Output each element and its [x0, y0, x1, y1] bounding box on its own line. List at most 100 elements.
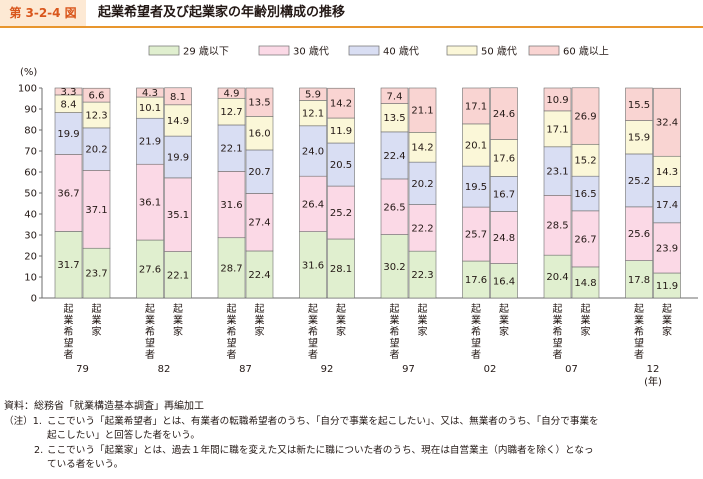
bar-category-label: 家 [581, 325, 591, 338]
legend-label: 50 歳代 [481, 46, 517, 58]
data-label: 4.3 [142, 88, 158, 99]
bar-category-label: 希 [227, 325, 237, 338]
bar-segment [54, 87, 83, 96]
bar-category-label: 望 [634, 337, 644, 350]
bar-category-label: 希 [308, 325, 318, 338]
bar-segment [571, 210, 600, 268]
note-2-line-2: ている者をいう。 [47, 459, 124, 470]
data-label: 23.1 [546, 167, 568, 178]
data-label: 15.9 [628, 133, 650, 144]
figure-title: 起業希望者及び起業家の年齢別構成の推移 [98, 5, 346, 20]
data-label: 28.5 [546, 221, 568, 232]
data-label: 19.9 [57, 129, 79, 140]
bar-segment [625, 87, 653, 121]
bar-category-label: 者 [634, 349, 644, 361]
data-label: 19.9 [167, 152, 189, 163]
bar-segment [136, 239, 164, 299]
data-label: 26.5 [383, 202, 405, 213]
data-label: 14.2 [411, 143, 433, 154]
bar-segment [82, 87, 111, 103]
x-year-label: 12 [647, 364, 660, 375]
data-label: 16.7 [493, 189, 515, 200]
y-tick-label: 60 [24, 168, 37, 179]
data-label: 17.4 [656, 200, 678, 211]
footnotes: 資料：総務省「就業構造基本調査」再編加工 （注）1. ここでいう「起業希望者」と… [4, 400, 700, 473]
bar-segment [136, 87, 164, 98]
bar-category-label: 者 [308, 349, 318, 361]
data-label: 14.9 [167, 116, 189, 127]
data-label: 10.1 [139, 103, 161, 114]
data-label: 36.1 [139, 198, 161, 209]
bar-category-label: 者 [553, 349, 563, 361]
bar-segment [625, 206, 653, 261]
y-tick-label: 10 [24, 273, 37, 284]
data-label: 11.9 [330, 126, 352, 137]
bar-segment [327, 117, 355, 144]
bar-segment [82, 247, 111, 299]
bar-segment [380, 178, 409, 235]
source-note: 資料：総務省「就業構造基本調査」再編加工 [4, 401, 204, 412]
data-label: 25.7 [465, 230, 487, 241]
bar-segment [571, 87, 600, 145]
data-label: 10.9 [546, 95, 568, 106]
legend-label: 30 歳代 [293, 46, 329, 58]
data-label: 20.1 [465, 141, 487, 152]
bar-segment [625, 260, 653, 299]
legend-swatch [528, 45, 560, 56]
bar-segment [217, 97, 246, 126]
data-label: 23.7 [85, 269, 107, 280]
bar-segment [164, 104, 192, 137]
bar-category-label: 者 [145, 349, 155, 361]
bar-segment [245, 193, 274, 252]
bar-category-label: 業 [553, 314, 563, 327]
data-label: 36.7 [57, 188, 79, 199]
note-2-line-1: ここでいう「起業家」とは、過去１年間に職を変えた又は新たに職についた者のうち、現… [47, 444, 594, 456]
legend-label: 29 歳以下 [183, 46, 229, 58]
data-label: 24.6 [493, 109, 515, 120]
data-label: 28.1 [330, 264, 352, 275]
bar-segment [82, 127, 111, 171]
y-tick-label: 80 [24, 126, 37, 137]
y-tick-label: 90 [24, 105, 37, 116]
note-1-line-2: 起こしたい」と回答した者をいう。 [47, 430, 200, 441]
note-1-prefix: （注）1. [4, 415, 42, 427]
bar-category-label: 業 [418, 314, 428, 327]
bar-segment [490, 263, 518, 299]
bar-segment [245, 87, 274, 117]
bar-category-label: 者 [471, 349, 481, 361]
bar-segment [380, 103, 409, 133]
bar-segment [327, 238, 355, 299]
bar-segment [299, 100, 327, 127]
data-label: 8.4 [61, 99, 77, 110]
bar-category-label: 望 [64, 337, 74, 350]
bar-segment [653, 87, 681, 157]
y-tick-label: 50 [24, 189, 37, 200]
bar-category-label: 起 [173, 303, 183, 315]
data-label: 26.4 [302, 199, 324, 210]
legend-swatch [148, 45, 180, 56]
figure-header: 第 3-2-4 図 起業希望者及び起業家の年齢別構成の推移 [0, 0, 703, 28]
data-label: 14.2 [330, 99, 352, 110]
bar-category-label: 起 [390, 303, 400, 315]
bar-segment [462, 87, 490, 125]
header-rule [0, 26, 703, 28]
x-year-label: 82 [158, 364, 171, 375]
x-axis-unit-label: (年) [644, 375, 662, 388]
bar-segment [462, 206, 490, 262]
data-label: 20.2 [411, 179, 433, 190]
note-2-prefix: 2. [34, 444, 44, 456]
data-label: 8.1 [170, 92, 186, 103]
x-year-label: 87 [239, 364, 252, 375]
legend-swatch [258, 45, 290, 56]
legend-label: 60 歳以上 [563, 46, 609, 58]
data-label: 4.9 [224, 89, 240, 100]
legend-swatch [348, 45, 380, 56]
bar-category-label: 起 [336, 303, 346, 315]
data-label: 16.5 [574, 189, 596, 200]
bar-category-label: 起 [227, 303, 237, 315]
bar-category-label: 起 [64, 303, 74, 315]
data-label: 25.6 [628, 229, 650, 240]
bar-segment [136, 117, 164, 165]
data-label: 23.9 [656, 243, 678, 254]
bar-segment [82, 101, 111, 129]
